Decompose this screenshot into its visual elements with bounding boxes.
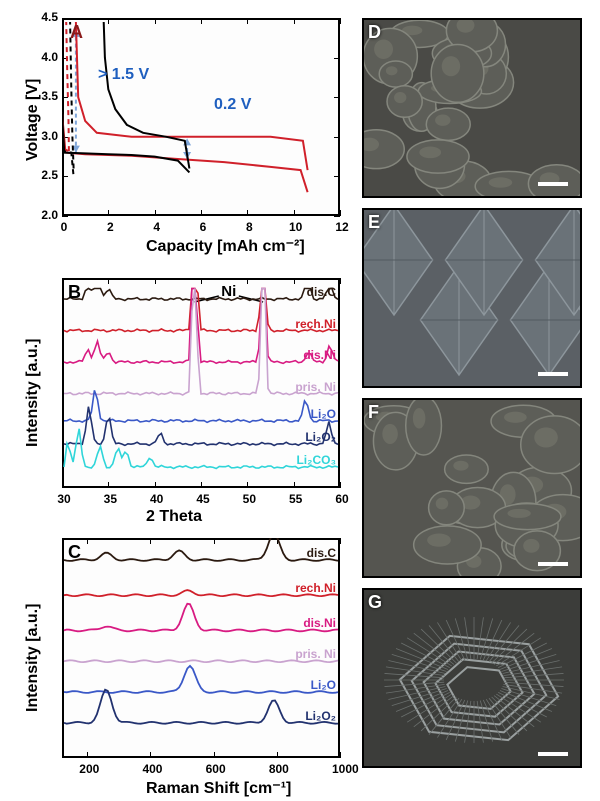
- panel-label-g: G: [368, 592, 382, 613]
- x-tick: 30: [54, 492, 74, 506]
- panel-label-a: A: [70, 22, 83, 43]
- y-axis-label: Intensity [a.u.]: [24, 339, 42, 447]
- x-tick-mark: [340, 538, 341, 544]
- x-axis-label: Raman Shift [cm⁻¹]: [146, 778, 291, 798]
- sem-image-f: [362, 398, 582, 578]
- trace-label: rech.Ni: [280, 581, 336, 595]
- x-tick: 50: [239, 492, 259, 506]
- trace-label: dis.C: [280, 546, 336, 560]
- x-tick: 800: [269, 762, 289, 776]
- sem-image-e: [362, 208, 582, 388]
- trace-label: Li₂O: [280, 407, 336, 421]
- x-tick: 4: [147, 220, 167, 234]
- x-tick: 600: [206, 762, 226, 776]
- trace-label: Li₂O₂: [280, 430, 336, 444]
- x-tick: 6: [193, 220, 213, 234]
- y-tick: 2.0: [32, 208, 58, 222]
- x-tick: 45: [193, 492, 213, 506]
- x-tick: 1000: [332, 762, 352, 776]
- trace-label: Li₂O₂: [280, 709, 336, 723]
- x-tick-mark: [340, 18, 341, 24]
- curve-blk_ch: [104, 22, 190, 169]
- x-tick: 400: [142, 762, 162, 776]
- panel-label-b: B: [68, 282, 81, 303]
- trace-label: Li₂CO₃: [280, 453, 336, 467]
- y-tick-mark: [334, 216, 340, 217]
- x-tick: 55: [286, 492, 306, 506]
- curve-red_dash_c: [66, 22, 69, 151]
- y-tick: 3.0: [32, 129, 58, 143]
- x-tick: 8: [239, 220, 259, 234]
- ni-peak-label: Ni: [221, 283, 236, 300]
- x-tick: 0: [54, 220, 74, 234]
- x-axis-label: 2 Theta: [146, 508, 202, 526]
- panel-a-svg: [62, 18, 340, 216]
- trace-label: dis.Ni: [280, 616, 336, 630]
- x-tick-mark: [340, 482, 341, 488]
- y-tick: 3.5: [32, 89, 58, 103]
- x-tick: 12: [332, 220, 352, 234]
- panel-label-c: C: [68, 542, 81, 563]
- curve-blk_dash_c: [70, 22, 74, 169]
- trace-label: dis.C: [280, 285, 336, 299]
- scale-bar: [538, 562, 568, 566]
- x-tick: 40: [147, 492, 167, 506]
- x-tick: 2: [100, 220, 120, 234]
- trace-label: dis.Ni: [280, 348, 336, 362]
- scale-bar: [538, 182, 568, 186]
- panel-label-e: E: [368, 212, 380, 233]
- overpotential-annot-1: > 1.5 V: [98, 66, 149, 84]
- y-tick: 4.0: [32, 50, 58, 64]
- y-axis-label: Intensity [a.u.]: [24, 604, 42, 712]
- y-tick: 4.5: [32, 10, 58, 24]
- overpotential-annot-2: 0.2 V: [214, 96, 251, 114]
- trace-label: pris. Ni: [280, 380, 336, 394]
- trace-label: pris. Ni: [280, 647, 336, 661]
- x-tick-mark: [340, 752, 341, 758]
- y-tick-mark: [62, 216, 68, 217]
- trace-label: rech.Ni: [280, 317, 336, 331]
- x-axis-label: Capacity [mAh cm⁻²]: [146, 236, 305, 256]
- y-tick: 2.5: [32, 168, 58, 182]
- sem-image-d: [362, 18, 582, 198]
- scale-bar: [538, 372, 568, 376]
- x-tick-mark: [340, 210, 341, 216]
- panel-label-f: F: [368, 402, 379, 423]
- x-tick-mark: [340, 278, 341, 284]
- x-tick: 10: [286, 220, 306, 234]
- sem-image-g: [362, 588, 582, 768]
- x-tick: 200: [79, 762, 99, 776]
- panel-label-d: D: [368, 22, 381, 43]
- x-tick: 35: [100, 492, 120, 506]
- trace-label: Li₂O: [280, 678, 336, 692]
- x-tick: 60: [332, 492, 352, 506]
- scale-bar: [538, 752, 568, 756]
